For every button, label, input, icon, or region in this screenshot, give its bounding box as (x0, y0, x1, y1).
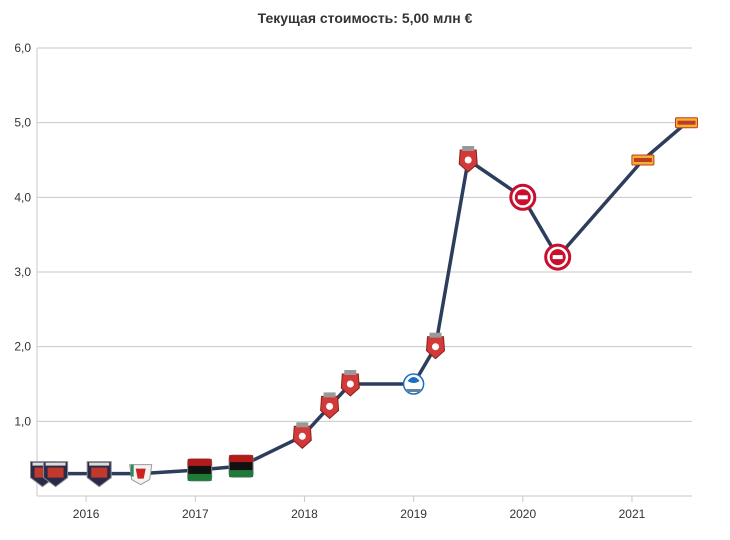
badge-emblem (326, 403, 333, 410)
data-point-kaa-gent-badge-icon[interactable] (404, 374, 424, 394)
x-tick-label: 2021 (619, 507, 646, 521)
y-tick-label: 6,0 (14, 41, 31, 55)
badge-bottom (229, 470, 253, 477)
x-tick-label: 2019 (400, 507, 427, 521)
badge-bottom (188, 474, 212, 481)
data-point-fsv-frankfurt-badge-icon[interactable] (87, 462, 111, 487)
badge-bar (518, 195, 528, 199)
y-tick-label: 1,0 (14, 414, 31, 428)
badge-stripe (634, 158, 652, 162)
y-tick-label: 2,0 (14, 340, 31, 354)
badge-label (46, 463, 66, 466)
data-point-fortuna-duesseldorf-badge-icon[interactable] (293, 422, 311, 448)
badge-crown (430, 333, 442, 338)
badge-bar (553, 255, 563, 259)
badge-emblem (465, 157, 472, 164)
badge-crown (296, 422, 308, 427)
badge-stripe (678, 121, 696, 125)
x-tick-label: 2020 (509, 507, 536, 521)
grid-lines (37, 48, 692, 421)
y-tick-label: 5,0 (14, 116, 31, 130)
badge-crown (344, 370, 356, 375)
badge-emblem (432, 343, 439, 350)
chart-container: Текущая стоимость: 5,00 млн € 1,0 2,0 3,0 4… (0, 0, 730, 540)
badge-emblem (299, 433, 306, 440)
data-point-nec-nijmegen-badge-icon[interactable] (188, 459, 212, 481)
badge-top (229, 455, 253, 462)
badge-center (48, 468, 64, 478)
data-point-mainz-05-badge-icon[interactable] (546, 245, 570, 269)
data-point-mainz-05-badge-icon[interactable] (511, 185, 535, 209)
y-tick-label: 4,0 (14, 190, 31, 204)
x-tick-label: 2017 (182, 507, 209, 521)
badge-crown (462, 146, 474, 151)
badge-text-bar (407, 389, 421, 392)
badge-crown (324, 392, 336, 397)
x-tick-label: 2018 (291, 507, 318, 521)
data-point-liverpool-badge-icon[interactable] (130, 465, 152, 485)
badge-emblem (347, 381, 354, 388)
data-point-union-berlin-badge-icon[interactable] (632, 155, 654, 165)
badge-top (188, 459, 212, 466)
market-value-chart: 1,0 2,0 3,0 4,0 5,0 6,0 2016 2017 2018 2019 2020 20… (0, 0, 730, 540)
data-point-nec-nijmegen-badge-icon[interactable] (229, 455, 253, 477)
x-tick-label: 2016 (73, 507, 100, 521)
badge-center (91, 468, 107, 478)
data-point-fortuna-duesseldorf-badge-icon[interactable] (459, 146, 477, 172)
badge-label (89, 463, 109, 466)
data-point-union-berlin-badge-icon[interactable] (676, 118, 698, 128)
badge-flame-left (131, 465, 134, 477)
y-tick-label: 3,0 (14, 265, 31, 279)
